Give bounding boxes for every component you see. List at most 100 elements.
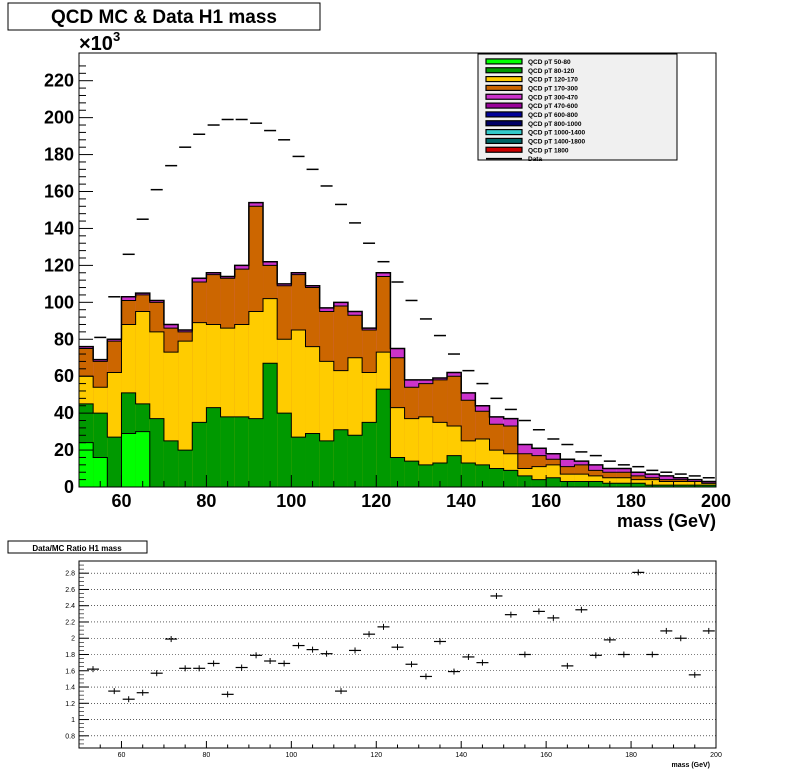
stack-bar-pt80_120 [447,455,462,487]
ratio-x-tick-label: 200 [710,752,722,759]
x-tick-label: 100 [276,491,306,511]
stack-bar-pt50_80 [79,442,94,487]
ratio-x-tick-label: 120 [370,752,382,759]
x-tick-label: 140 [446,491,476,511]
stack-bar-pt120_170 [673,481,688,487]
legend-swatch [485,146,523,153]
y-tick-label: 180 [44,145,74,165]
y-multiplier-exponent: 3 [113,29,120,44]
main-title-box [7,2,321,31]
legend-label: QCD pT 1400-1800 [528,138,585,145]
stack-bar-pt80_120 [192,422,207,487]
ratio-y-tick-label: 0.8 [65,733,75,740]
stack-bar-pt80_120 [333,429,348,487]
stack-bar-pt80_120 [616,483,632,487]
ratio-title: Data/MC Ratio H1 mass [32,544,122,553]
stack-bar-pt80_120 [206,407,221,487]
ratio-plot-area: 0.8 1 1.2 1.4 1.6 1.8 2 2.2 2.4 2.6 2.8 60 80 100 120 1… [65,560,722,759]
stack-bar-pt50_80 [93,457,108,487]
stack-bar-pt80_120 [305,433,320,487]
y-tick-label: 80 [54,329,74,349]
legend-swatch [485,58,523,65]
stack-bar-pt80_120 [347,435,363,487]
stack-bar-pt80_120 [531,479,547,487]
stack-bar-pt80_120 [263,363,278,487]
stack-bar-pt80_120 [220,416,235,487]
stack-bar-pt80_120 [418,464,433,487]
y-tick-label: 40 [54,403,74,423]
stack-bar-pt80_120 [659,485,674,487]
legend-label: QCD pT 470-600 [528,103,578,110]
y-tick-label: 120 [44,255,74,275]
legend-label: QCD pT 80-120 [528,68,575,75]
stack-bar-pt80_120 [588,481,603,487]
ratio-x-tick-label: 60 [118,752,126,759]
stack-bar-pt80_120 [489,468,504,487]
stack-bar-pt80_120 [673,485,688,487]
legend-swatch [485,67,523,74]
stack-bar-pt80_120 [234,416,249,487]
main-x-axis-label: mass (GeV) [617,511,716,531]
ratio-y-tick-label: 1.4 [65,685,75,692]
ratio-y-tick-label: 1.8 [65,652,75,659]
y-tick-label: 0 [64,477,74,497]
ratio-y-tick-label: 2.2 [65,619,75,626]
stack-bar-pt80_120 [163,440,179,487]
y-tick-label: 20 [54,440,74,460]
stack-bar-pt80_120 [461,462,476,487]
stack-bar-pt80_120 [248,418,264,487]
y-tick-label: 140 [44,218,74,238]
ratio-x-tick-label: 80 [203,752,211,759]
stack-outline-pt80_120 [79,362,716,486]
ratio-y-tick-label: 1 [71,717,75,724]
stack-bar-pt80_120 [178,450,193,487]
ratio-x-tick-label: 160 [540,752,552,759]
stack-bar-pt80_120 [404,461,419,487]
main-title: QCD MC & Data H1 mass [51,7,277,28]
ratio-y-tick-label: 1.2 [65,701,75,708]
stack-bar-pt80_120 [503,470,518,487]
stack-bar-pt80_120 [376,389,391,487]
y-tick-label: 220 [44,71,74,91]
x-tick-label: 160 [531,491,561,511]
x-tick-label: 80 [196,491,216,511]
stack-bar-pt80_120 [390,457,405,487]
y-tick-label: 200 [44,108,74,128]
ratio-title-box [7,540,148,554]
stack-bar-pt120_170 [616,477,632,487]
legend-swatch [485,111,523,118]
legend-label: QCD pT 1800 [528,147,569,154]
ratio-x-tick-label: 100 [285,752,297,759]
ratio-y-tick-label: 1.6 [65,668,75,675]
legend-swatch [485,137,523,145]
y-multiplier-label: ×103 [79,29,120,55]
x-tick-label: 180 [616,491,646,511]
ratio-y-tick-label: 2.8 [65,571,75,578]
stack-bar-pt50_80 [121,433,136,487]
y-tick-label: 100 [44,292,74,312]
legend-label: QCD pT 170-300 [528,85,578,92]
legend-label: QCD pT 50-80 [528,59,571,66]
ratio-x-tick-label: 140 [455,752,467,759]
stack-bar-pt120_170 [659,481,674,487]
stack-bar-pt80_120 [574,481,589,487]
main-plot-area: 60 80 100 120 140 160 180 200 0 20 40 60 80 100 120 140… [44,52,731,511]
stack-outline-pt170_300 [79,205,716,484]
stack-bar-pt80_120 [362,422,377,487]
stack-bar-pt80_120 [291,437,306,487]
y-tick-label: 160 [44,182,74,202]
legend-label: QCD pT 300-470 [528,94,578,101]
legend-label: QCD pT 1000-1400 [528,130,585,137]
stack-bar-pt80_120 [107,437,122,487]
legend-swatch [485,75,523,83]
stack-bar-pt80_120 [631,483,646,487]
stack-bar-pt80_120 [319,440,334,487]
legend-swatch [485,102,523,109]
ratio-y-tick-label: 2.4 [65,603,75,610]
ratio-y-tick-label: 2.6 [65,587,75,594]
y-tick-label: 60 [54,366,74,386]
ratio-x-tick-label: 180 [625,752,637,759]
legend-swatch [485,120,523,127]
stack-bar-pt80_120 [149,418,164,487]
